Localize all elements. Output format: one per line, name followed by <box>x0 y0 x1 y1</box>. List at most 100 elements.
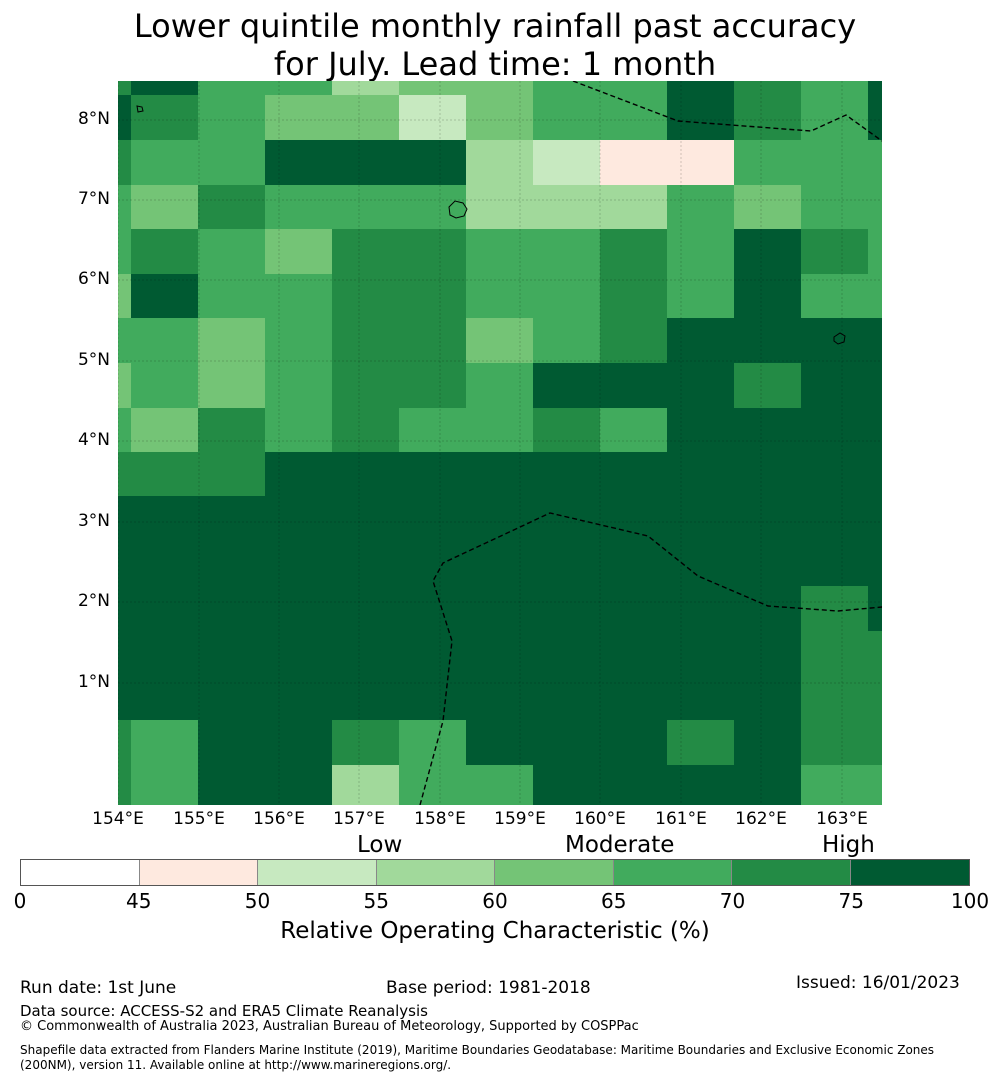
map-cell <box>198 185 265 229</box>
map-cell <box>868 185 882 229</box>
map-cell <box>131 720 198 765</box>
map-cell <box>131 363 198 408</box>
island-kosrae <box>833 332 846 345</box>
map-cell <box>734 229 801 274</box>
colorbar-tick-label: 65 <box>601 889 627 913</box>
map-cell <box>801 408 868 452</box>
map-cell <box>533 631 600 675</box>
map-cell <box>131 765 198 805</box>
colorbar-bin <box>732 860 851 885</box>
lat-label: 7°N <box>77 189 110 209</box>
lon-label: 163°E <box>816 809 868 829</box>
colorbar-tick-label: 50 <box>244 889 271 913</box>
colorbar-bin <box>258 860 377 885</box>
lon-label: 159°E <box>494 809 546 829</box>
map-cell <box>466 541 533 586</box>
map-cell <box>131 185 198 229</box>
map-cell <box>399 675 466 720</box>
map-cell <box>466 631 533 675</box>
map-cell <box>667 452 734 496</box>
map-cell <box>734 318 801 363</box>
map-cell <box>466 318 533 363</box>
map-cell <box>118 363 131 408</box>
map-cell <box>118 229 131 274</box>
lon-label: 154°E <box>92 809 144 829</box>
map-cell <box>198 765 265 805</box>
map-cell <box>466 185 533 229</box>
map-cell <box>118 318 131 363</box>
map-cell <box>265 363 332 408</box>
colorbar-tick-label: 75 <box>838 889 864 913</box>
map-cell <box>332 81 399 95</box>
legend-label: Relative Operating Characteristic (%) <box>280 918 710 944</box>
map-cell <box>466 140 533 185</box>
map-cell <box>399 318 466 363</box>
map-cell <box>533 496 600 541</box>
map-cell <box>265 765 332 805</box>
map-cell <box>399 229 466 274</box>
map-cell <box>466 408 533 452</box>
map-cell <box>399 95 466 140</box>
map-cell <box>118 586 131 631</box>
legend-colorbar <box>20 859 970 886</box>
map-cell <box>118 95 131 140</box>
map-cell <box>667 408 734 452</box>
map-cell <box>265 675 332 720</box>
map-cell <box>131 274 198 318</box>
map-cell <box>131 541 198 586</box>
map-cell <box>868 318 882 363</box>
map-cell <box>667 765 734 805</box>
map-cell <box>466 95 533 140</box>
map-cell <box>131 675 198 720</box>
issued-date: Issued: 16/01/2023 <box>796 973 960 993</box>
map-cell <box>118 185 131 229</box>
run-date: Run date: 1st June <box>20 978 177 998</box>
map-cell <box>399 363 466 408</box>
map-cell <box>265 452 332 496</box>
map-cell <box>734 95 801 140</box>
colorbar-tick-label: 100 <box>950 889 990 913</box>
map-cell <box>868 452 882 496</box>
map-cell <box>265 408 332 452</box>
map-cell <box>801 765 868 805</box>
map-cell <box>734 720 801 765</box>
map-cell <box>466 81 533 95</box>
map-cell <box>332 586 399 631</box>
colorbar-bin <box>139 860 258 885</box>
colorbar-bin <box>21 860 140 885</box>
colorbar-tick-label: 0 <box>13 889 27 913</box>
map-cell <box>198 496 265 541</box>
map-cell <box>533 452 600 496</box>
map-cell <box>533 185 600 229</box>
map-cell <box>801 95 868 140</box>
colorbar-tick-label: 70 <box>719 889 746 913</box>
map-cell <box>734 274 801 318</box>
map-cell <box>600 140 667 185</box>
map-cell <box>667 496 734 541</box>
map-cell <box>332 765 399 805</box>
map-cell <box>399 765 466 805</box>
map-cell <box>265 95 332 140</box>
map-cell <box>868 675 882 720</box>
map-cell <box>868 720 882 765</box>
map-cell <box>734 140 801 185</box>
shapefile-credit-line2: (200NM), version 11. Available online at… <box>20 1058 452 1072</box>
rainfall-accuracy-map <box>118 81 882 805</box>
map-cell <box>332 675 399 720</box>
map-cell <box>118 765 131 805</box>
lat-label: 4°N <box>77 430 110 450</box>
map-cell <box>198 408 265 452</box>
colorbar-bin <box>495 860 614 885</box>
lon-label: 157°E <box>333 809 385 829</box>
map-cell <box>131 140 198 185</box>
lon-label: 161°E <box>655 809 707 829</box>
map-cell <box>801 185 868 229</box>
map-cell <box>466 363 533 408</box>
map-cell <box>533 720 600 765</box>
map-cell <box>332 631 399 675</box>
map-cell <box>118 140 131 185</box>
map-cell <box>131 81 198 95</box>
map-cell <box>801 81 868 95</box>
map-cell <box>868 229 882 274</box>
map-cell <box>868 274 882 318</box>
